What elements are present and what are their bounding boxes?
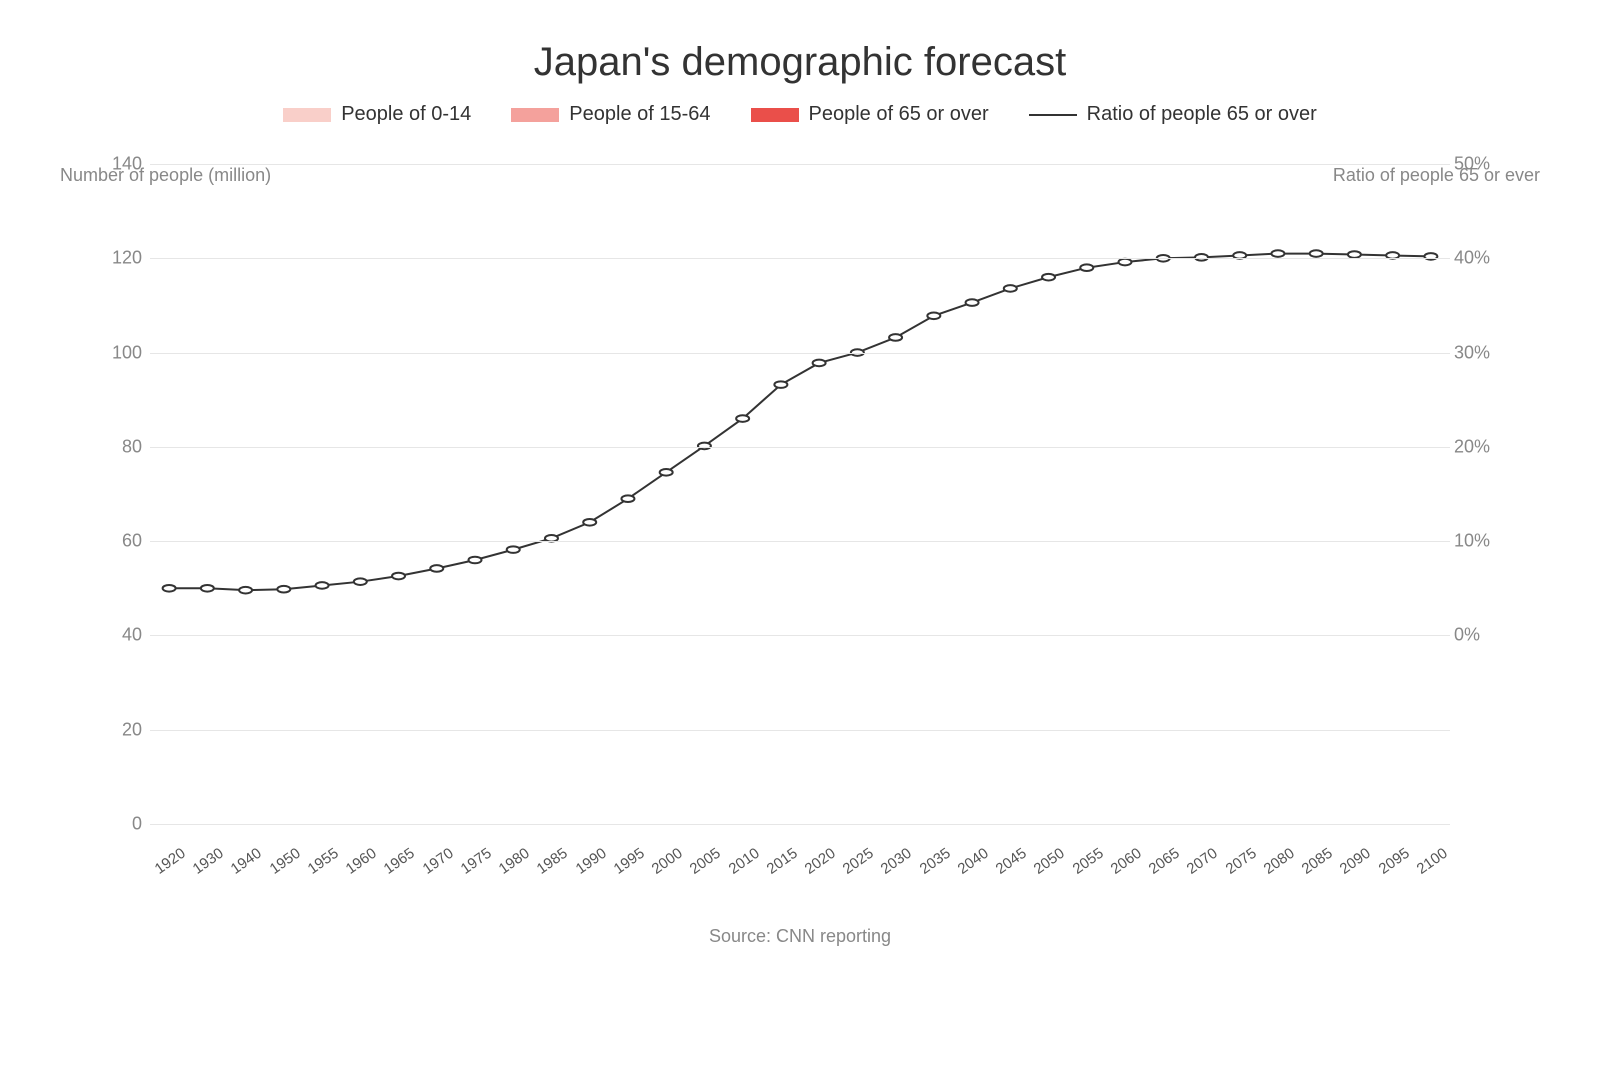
x-tick: 2075 bbox=[1221, 843, 1262, 879]
legend: People of 0-14 People of 15-64 People of… bbox=[60, 103, 1540, 126]
legend-item-elderly: People of 65 or over bbox=[751, 103, 989, 126]
y-right-tick: 40% bbox=[1454, 248, 1502, 269]
x-tick: 2085 bbox=[1297, 843, 1338, 879]
x-tick: 1970 bbox=[418, 843, 459, 879]
legend-swatch-0 bbox=[283, 108, 331, 122]
legend-swatch-2 bbox=[751, 108, 799, 122]
x-tick: 2030 bbox=[876, 843, 917, 879]
plot-area: 1920193019401950195519601965197019751980… bbox=[150, 164, 1450, 824]
y-right-tick: 0% bbox=[1454, 625, 1502, 646]
legend-label-1: People of 15-64 bbox=[569, 103, 710, 126]
legend-label-0: People of 0-14 bbox=[341, 103, 471, 126]
x-tick: 1980 bbox=[494, 843, 535, 879]
legend-item-children: People of 0-14 bbox=[283, 103, 471, 126]
x-tick: 1920 bbox=[150, 843, 191, 879]
y-left-tick: 100 bbox=[100, 342, 142, 363]
gridline bbox=[150, 541, 1450, 542]
x-tick: 1940 bbox=[226, 843, 267, 879]
gridline bbox=[150, 447, 1450, 448]
y-left-tick: 60 bbox=[100, 531, 142, 552]
y-left-tick: 140 bbox=[100, 154, 142, 175]
x-tick: 1975 bbox=[456, 843, 497, 879]
x-tick: 2010 bbox=[724, 843, 765, 879]
x-axis-labels: 1920193019401950195519601965197019751980… bbox=[150, 865, 1450, 882]
x-tick: 2040 bbox=[953, 843, 994, 879]
x-tick: 1965 bbox=[379, 843, 420, 879]
x-tick: 2005 bbox=[685, 843, 726, 879]
x-tick: 1990 bbox=[571, 843, 612, 879]
chart-container: Japan's demographic forecast People of 0… bbox=[0, 0, 1600, 1080]
x-tick: 2025 bbox=[838, 843, 879, 879]
legend-swatch-1 bbox=[511, 108, 559, 122]
x-tick: 2100 bbox=[1412, 843, 1453, 879]
x-tick: 1930 bbox=[188, 843, 229, 879]
y-left-tick: 80 bbox=[100, 436, 142, 457]
x-tick: 2015 bbox=[762, 843, 803, 879]
x-tick: 1995 bbox=[609, 843, 650, 879]
x-tick: 2060 bbox=[1106, 843, 1147, 879]
x-tick: 2020 bbox=[800, 843, 841, 879]
y-right-tick: 30% bbox=[1454, 342, 1502, 363]
source-text: Source: CNN reporting bbox=[60, 926, 1540, 947]
x-tick: 2065 bbox=[1144, 843, 1185, 879]
x-tick: 1985 bbox=[532, 843, 573, 879]
x-tick: 2045 bbox=[991, 843, 1032, 879]
legend-item-working: People of 15-64 bbox=[511, 103, 710, 126]
x-tick: 2080 bbox=[1259, 843, 1300, 879]
plot-zone: 1920193019401950195519601965197019751980… bbox=[100, 164, 1500, 884]
y-left-tick: 20 bbox=[100, 719, 142, 740]
gridline bbox=[150, 353, 1450, 354]
chart-title: Japan's demographic forecast bbox=[60, 40, 1540, 85]
y-right-tick: 20% bbox=[1454, 436, 1502, 457]
y-right-tick: 10% bbox=[1454, 531, 1502, 552]
legend-label-line: Ratio of people 65 or over bbox=[1087, 103, 1317, 126]
y-left-tick: 0 bbox=[100, 814, 142, 835]
x-tick: 2070 bbox=[1182, 843, 1223, 879]
y-left-tick: 40 bbox=[100, 625, 142, 646]
gridline bbox=[150, 730, 1450, 731]
x-tick: 2000 bbox=[647, 843, 688, 879]
gridline bbox=[150, 635, 1450, 636]
x-tick: 2055 bbox=[1068, 843, 1109, 879]
x-tick: 2050 bbox=[1029, 843, 1070, 879]
y-right-tick: 50% bbox=[1454, 154, 1502, 175]
legend-item-ratio: Ratio of people 65 or over bbox=[1029, 103, 1317, 126]
bars-group bbox=[150, 164, 1450, 824]
gridline bbox=[150, 258, 1450, 259]
legend-label-2: People of 65 or over bbox=[809, 103, 989, 126]
y-left-tick: 120 bbox=[100, 248, 142, 269]
x-tick: 2035 bbox=[915, 843, 956, 879]
x-tick: 1960 bbox=[341, 843, 382, 879]
x-tick: 1955 bbox=[303, 843, 344, 879]
gridline bbox=[150, 824, 1450, 825]
x-tick: 2095 bbox=[1374, 843, 1415, 879]
x-tick: 2090 bbox=[1335, 843, 1376, 879]
legend-line-swatch bbox=[1029, 114, 1077, 116]
x-tick: 1950 bbox=[265, 843, 306, 879]
gridline bbox=[150, 164, 1450, 165]
